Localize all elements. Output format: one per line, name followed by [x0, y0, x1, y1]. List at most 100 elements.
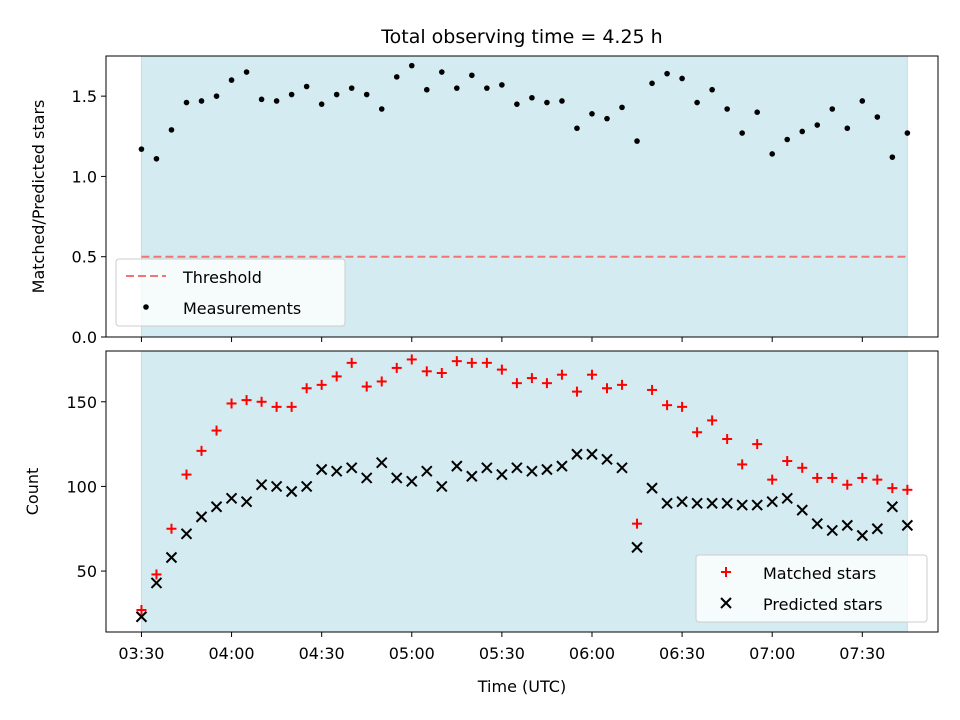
- matched-star-point: [481, 357, 492, 368]
- top-x-ticks: [140, 337, 863, 342]
- measurement-point: [213, 93, 220, 99]
- measurement-point: [138, 146, 145, 152]
- measurement-point: [784, 136, 791, 143]
- predicted-star-point: [300, 480, 313, 493]
- measurement-point: [874, 114, 881, 120]
- matched-star-point: [196, 445, 207, 456]
- predicted-star-point: [180, 528, 193, 540]
- matched-star-point: [812, 472, 823, 483]
- predicted-star-point: [330, 465, 343, 477]
- measurement-point: [694, 99, 700, 106]
- top-panel: 0.0 0.5 1.0 1.5 Total observing time = 4.25…: [29, 26, 939, 347]
- predicted-star-point: [526, 465, 538, 477]
- measurement-point: [228, 77, 235, 83]
- matched-star-point: [181, 469, 192, 480]
- matched-star-point: [241, 395, 252, 406]
- predicted-star-point: [315, 463, 328, 476]
- predicted-star-point: [270, 480, 283, 493]
- legend-cross-marker: [720, 597, 732, 609]
- matched-star-point: [226, 398, 237, 409]
- predicted-star-point: [646, 482, 658, 494]
- x-tick-label: 05:00: [389, 644, 435, 663]
- bottom-axes-frame: [105, 350, 939, 633]
- x-tick-label: 07:30: [839, 644, 885, 663]
- measurement-point: [544, 99, 550, 106]
- measurement-point: [288, 91, 295, 98]
- predicted-star-point: [195, 511, 208, 523]
- matched-star-point: [421, 366, 432, 377]
- predicted-star-point: [676, 495, 688, 508]
- x-tick-label: 06:30: [659, 644, 705, 663]
- top-legend: Threshold Measurements: [115, 258, 346, 327]
- predicted-star-point: [751, 499, 763, 511]
- matched-star-point: [466, 357, 477, 368]
- predicted-star-point: [406, 475, 418, 488]
- predicted-star-point: [511, 462, 523, 474]
- measurement-point: [604, 115, 610, 122]
- matched-star-point: [662, 400, 673, 411]
- predicted-star-point: [135, 611, 148, 623]
- matched-star-point: [376, 376, 387, 387]
- predicted-star-point: [841, 519, 853, 532]
- bottom-legend-box: [695, 554, 928, 623]
- predicted-star-point: [285, 485, 298, 498]
- matched-star-point: [707, 415, 718, 426]
- matched-star-point: [331, 371, 342, 382]
- measurement-point: [514, 101, 520, 107]
- matched-stars-points: [136, 354, 913, 615]
- matched-star-point: [632, 518, 643, 529]
- matched-star-point: [902, 484, 913, 495]
- matched-star-point: [586, 369, 597, 380]
- measurement-point: [183, 99, 190, 106]
- predicted-star-point: [255, 479, 268, 491]
- measurement-point: [589, 111, 595, 117]
- matched-star-point: [136, 604, 147, 615]
- measurement-point: [393, 74, 400, 80]
- measurement-point: [529, 94, 535, 101]
- matched-star-point: [842, 479, 853, 490]
- measurement-points: [138, 62, 911, 162]
- y-tick-label: 1.0: [72, 167, 97, 186]
- y-tick-label: 0.0: [72, 328, 97, 347]
- bottom-y-ticks: 50 100 150: [66, 393, 106, 581]
- matched-star-point: [256, 396, 267, 407]
- measurement-point: [859, 98, 866, 104]
- x-tick-label: 04:30: [299, 644, 345, 663]
- measurement-point: [829, 106, 836, 112]
- measurement-point: [303, 83, 310, 90]
- matched-star-point: [857, 472, 868, 483]
- measurement-point: [664, 70, 670, 77]
- chart-title: Total observing time = 4.25 h: [380, 26, 662, 48]
- measurement-point: [273, 98, 280, 104]
- measurement-point: [153, 155, 160, 162]
- measurement-point: [484, 85, 490, 91]
- top-y-axis-label: Matched/Predicted stars: [29, 100, 48, 294]
- matched-star-point: [692, 427, 703, 438]
- predicted-star-point: [826, 524, 838, 537]
- y-tick-label: 150: [66, 393, 97, 412]
- top-axes-frame: [105, 55, 939, 338]
- measurement-point: [439, 69, 445, 75]
- predicted-star-point: [436, 480, 448, 493]
- measurement-point: [709, 86, 715, 93]
- measurement-point: [408, 62, 415, 69]
- x-tick-label: 06:00: [569, 644, 615, 663]
- predicted-star-point: [571, 448, 583, 460]
- measurement-point: [574, 125, 580, 132]
- top-legend-box: [115, 258, 346, 327]
- predicted-star-point: [541, 463, 553, 476]
- legend-predicted-label: Predicted stars: [763, 595, 883, 614]
- measurement-point: [724, 106, 730, 112]
- predicted-star-point: [225, 492, 238, 504]
- measurement-point: [499, 82, 505, 88]
- legend-matched-label: Matched stars: [763, 564, 876, 583]
- legend-matched-swatch: [721, 567, 731, 577]
- predicted-star-point: [601, 453, 613, 466]
- measurement-point: [814, 122, 821, 128]
- predicted-star-point: [496, 468, 508, 481]
- matched-star-point: [166, 523, 177, 534]
- predicted-star-point: [886, 501, 899, 513]
- matched-star-point: [436, 368, 447, 379]
- matched-star-point: [827, 472, 838, 483]
- matched-star-point: [782, 456, 793, 467]
